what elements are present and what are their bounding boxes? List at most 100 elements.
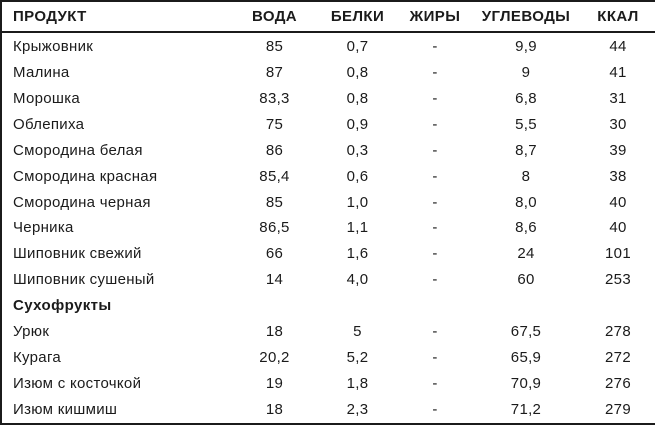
column-header-water: ВОДА [233, 1, 316, 33]
cell-kcal: 279 [605, 401, 631, 419]
cell-water: 85,4 [259, 167, 290, 185]
cell-water: 75 [265, 115, 284, 133]
table-row: Облепиха 75 0,9 - 5,5 30 [1, 111, 655, 137]
cell-fat: - [432, 349, 438, 367]
cell-carbs: 8,7 [515, 141, 537, 159]
cell-product: Смородина белая [13, 141, 143, 159]
cell-fat [399, 293, 471, 319]
table-row: Смородина черная 85 1,0 - 8,0 40 [1, 189, 655, 215]
cell-fat: - [432, 141, 438, 159]
cell-product: Смородина черная [13, 193, 151, 211]
cell-product: Сухофрукты [13, 297, 112, 315]
table-row: Черника 86,5 1,1 - 8,6 40 [1, 215, 655, 241]
cell-fat: - [432, 167, 438, 185]
cell-kcal: 276 [605, 374, 631, 392]
cell-kcal: 38 [609, 167, 627, 185]
table-header: ПРОДУКТ ВОДА БЕЛКИ ЖИРЫ УГЛЕВОДЫ ККАЛ [1, 1, 655, 33]
cell-product: Шиповник сушеный [13, 271, 155, 289]
cell-protein: 0,8 [346, 63, 369, 81]
cell-water: 18 [265, 323, 284, 341]
cell-water: 19 [265, 374, 284, 392]
header-row: ПРОДУКТ ВОДА БЕЛКИ ЖИРЫ УГЛЕВОДЫ ККАЛ [1, 1, 655, 33]
cell-carbs: 70,9 [510, 374, 542, 392]
cell-protein: 0,8 [346, 89, 369, 107]
cell-fat: - [432, 89, 438, 107]
cell-water: 83,3 [259, 89, 290, 107]
table-row: Урюк 18 5 - 67,5 278 [1, 319, 655, 345]
column-header-product: ПРОДУКТ [1, 1, 233, 33]
cell-water: 20,2 [259, 349, 290, 367]
cell-protein: 0,9 [346, 115, 369, 133]
cell-protein [316, 293, 399, 319]
cell-protein: 5,2 [346, 349, 369, 367]
cell-carbs: 8 [521, 167, 531, 185]
table-row: Изюм с косточкой 19 1,8 - 70,9 276 [1, 371, 655, 397]
cell-water [233, 293, 316, 319]
cell-water: 86,5 [259, 219, 290, 237]
cell-product: Морошка [13, 89, 81, 107]
column-header-fat: ЖИРЫ [399, 1, 471, 33]
table-row: Курага 20,2 5,2 - 65,9 272 [1, 345, 655, 371]
cell-product: Смородина красная [13, 167, 158, 185]
cell-product: Курага [13, 349, 62, 367]
cell-fat: - [432, 401, 438, 419]
cell-fat: - [432, 271, 438, 289]
cell-product: Урюк [13, 323, 50, 341]
cell-kcal: 30 [609, 115, 627, 133]
cell-water: 18 [265, 401, 284, 419]
cell-fat: - [432, 323, 438, 341]
cell-kcal: 253 [605, 271, 631, 289]
table-row: Смородина красная 85,4 0,6 - 8 38 [1, 163, 655, 189]
cell-carbs: 6,8 [515, 89, 537, 107]
cell-product: Малина [13, 63, 70, 81]
column-header-protein: БЕЛКИ [316, 1, 399, 33]
cell-product: Крыжовник [13, 37, 94, 55]
cell-kcal: 101 [605, 245, 631, 263]
cell-product: Изюм кишмиш [13, 401, 118, 419]
table-row: Малина 87 0,8 - 9 41 [1, 59, 655, 85]
column-header-carbs: УГЛЕВОДЫ [471, 1, 581, 33]
cell-product: Черника [13, 219, 74, 237]
cell-fat: - [432, 245, 438, 263]
cell-protein: 0,6 [346, 167, 369, 185]
cell-kcal: 39 [609, 141, 627, 159]
cell-kcal: 40 [609, 219, 627, 237]
cell-fat: - [432, 63, 438, 81]
cell-protein: 4,0 [346, 271, 369, 289]
cell-protein: 2,3 [346, 401, 369, 419]
cell-carbs: 9 [521, 63, 531, 81]
table-row: Шиповник сушеный 14 4,0 - 60 253 [1, 267, 655, 293]
table-row: Шиповник свежий 66 1,6 - 24 101 [1, 241, 655, 267]
cell-carbs: 5,5 [515, 115, 537, 133]
cell-kcal: 278 [605, 323, 631, 341]
cell-product: Облепиха [13, 115, 85, 133]
column-header-kcal: ККАЛ [581, 1, 655, 33]
cell-protein: 0,3 [346, 141, 369, 159]
cell-water: 85 [265, 193, 284, 211]
cell-kcal: 44 [609, 37, 627, 55]
cell-carbs: 67,5 [510, 323, 542, 341]
cell-protein: 1,6 [346, 245, 369, 263]
cell-product: Шиповник свежий [13, 245, 142, 263]
cell-carbs: 60 [517, 271, 535, 289]
cell-fat: - [432, 193, 438, 211]
table-row: Изюм кишмиш 18 2,3 - 71,2 279 [1, 396, 655, 424]
cell-protein: 0,7 [346, 37, 369, 55]
cell-carbs: 71,2 [510, 401, 542, 419]
cell-water: 87 [265, 63, 284, 81]
table-row: Морошка 83,3 0,8 - 6,8 31 [1, 85, 655, 111]
cell-fat: - [432, 37, 438, 55]
cell-protein: 1,0 [346, 193, 369, 211]
cell-fat: - [432, 374, 438, 392]
cell-kcal [581, 293, 655, 319]
cell-kcal: 31 [609, 89, 627, 107]
cell-carbs: 65,9 [510, 349, 542, 367]
cell-protein: 1,8 [346, 374, 369, 392]
cell-water: 85 [265, 37, 284, 55]
cell-carbs: 24 [517, 245, 535, 263]
table-body: Крыжовник 85 0,7-9,9 44 Малина 87 0,8-9 41 Морош… [1, 32, 655, 424]
cell-carbs [471, 293, 581, 319]
cell-kcal: 41 [609, 63, 627, 81]
